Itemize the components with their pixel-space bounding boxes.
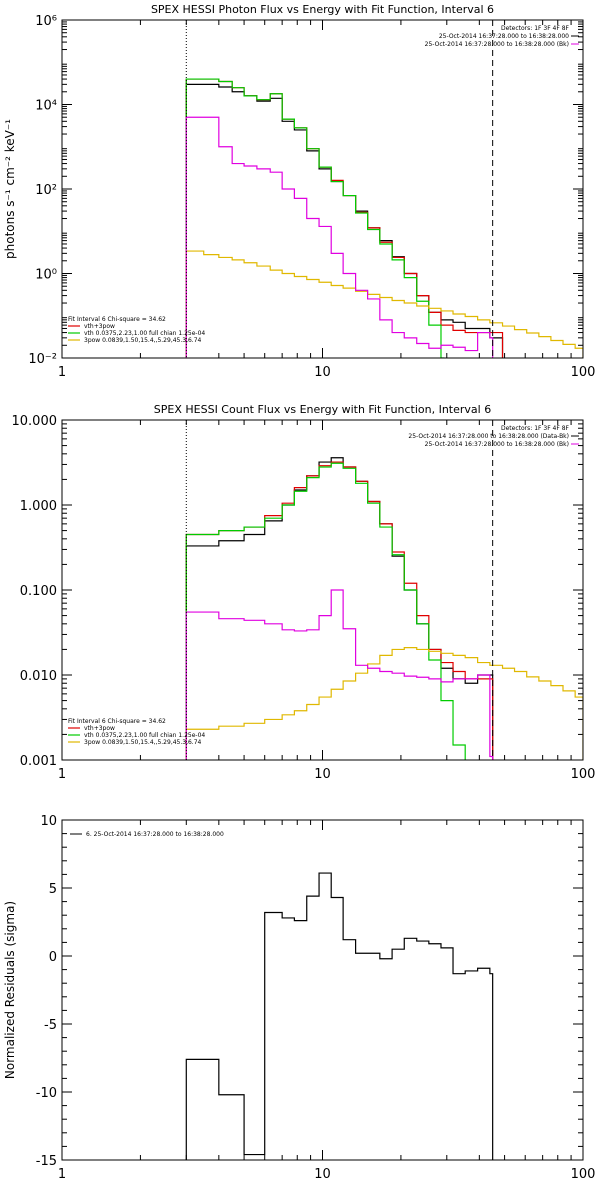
x-tick-label: 1 (58, 767, 66, 782)
y-axis-label: Normalized Residuals (sigma) (3, 901, 17, 1079)
chart-title: SPEX HESSI Photon Flux vs Energy with Fi… (151, 3, 494, 16)
legend-text: 3pow 0.0839,1.50,15.4,,5.29,45.3,6.74 (84, 337, 202, 344)
legend-text: 6. 25-Oct-2014 16:37:28.000 to 16:38:28.… (86, 831, 224, 838)
y-tick-label: 0.100 (20, 584, 57, 599)
series-group (185, 872, 494, 1160)
y-ticks (62, 819, 583, 1161)
legend-text: vth 0.0375,2.23,1.00 full chian 1.25e-04 (84, 732, 205, 739)
legend-text: 25-Oct-2014 16:37:28.000 to 16:38:28.000… (425, 441, 569, 448)
y-tick-label: 10.000 (12, 414, 58, 429)
series-line-3 (185, 647, 583, 760)
legend-text: vth 0.0375,2.23,1.00 full chian 1.25e-04 (84, 330, 205, 337)
legend-text: Fit Interval 6 Chi-square = 34.62 (68, 718, 166, 725)
y-tick-label: 1.000 (20, 499, 57, 514)
y-axis-label: photons s⁻¹ cm⁻² keV⁻¹ (3, 119, 17, 259)
series-line-3 (185, 250, 583, 358)
y-tick-label: -10 (36, 1086, 57, 1101)
x-tick-label: 10 (314, 365, 331, 380)
plot-frame (61, 819, 584, 1161)
x-tick-label: 1 (58, 1167, 66, 1182)
y-tick-label: 10⁶ (35, 14, 57, 29)
plot-frame (61, 419, 584, 761)
x-tick-label: 1 (58, 365, 66, 380)
series-line-2 (185, 462, 466, 760)
legend-text: 25-Oct-2014 16:37:28.000 to 16:38:28.000 (439, 33, 569, 40)
series-group (185, 457, 583, 760)
y-ticks (62, 419, 583, 761)
legend-text: vth+3pow (84, 323, 115, 330)
legend-text: 25-Oct-2014 16:37:28.000 to 16:38:28.000… (408, 433, 569, 440)
legend-text: 25-Oct-2014 16:37:28.000 to 16:38:28.000… (425, 41, 569, 48)
y-tick-label: 5 (49, 882, 57, 897)
legend-text: Fit Interval 6 Chi-square = 34.62 (68, 316, 166, 323)
x-tick-label: 100 (571, 365, 596, 380)
legend-text: 3pow 0.0839,1.50,15.4,,5.29,45.3,6.74 (84, 739, 202, 746)
x-tick-label: 100 (571, 1167, 596, 1182)
series-line-2 (185, 78, 445, 358)
y-ticks (62, 19, 583, 359)
series-line-0 (185, 872, 494, 1160)
legend-text: Detectors: 1F 3F 4F 8F (501, 425, 570, 432)
y-tick-label: 0 (49, 950, 57, 965)
x-tick-label: 10 (314, 1167, 331, 1182)
series-line-1 (185, 461, 494, 760)
legend-text: vth+3pow (84, 725, 115, 732)
y-tick-label: -5 (44, 1018, 57, 1033)
count-flux-panel: SPEX HESSI Count Flux vs Energy with Fit… (12, 403, 596, 782)
y-tick-label: 10⁴ (35, 99, 57, 114)
series-group (185, 78, 583, 358)
plot-frame (61, 19, 584, 359)
series-line-4 (185, 589, 494, 760)
photon-flux-panel: SPEX HESSI Photon Flux vs Energy with Fi… (3, 3, 595, 380)
x-tick-label: 10 (314, 767, 331, 782)
y-tick-label: 10⁰ (35, 268, 57, 283)
residuals-panel: Normalized Residuals (sigma)1 10 100-15-10… (3, 814, 595, 1182)
legend-text: Detectors: 1F 3F 4F 8F (501, 25, 570, 32)
y-tick-label: 0.010 (20, 669, 57, 684)
series-line-4 (185, 116, 494, 358)
y-tick-label: -15 (36, 1154, 57, 1169)
chart-title: SPEX HESSI Count Flux vs Energy with Fit… (154, 403, 491, 416)
x-tick-label: 100 (571, 767, 596, 782)
y-tick-label: 10⁻² (28, 352, 57, 367)
y-tick-label: 10² (35, 183, 57, 198)
y-tick-label: 10 (40, 814, 57, 829)
y-tick-label: 0.001 (20, 754, 57, 769)
